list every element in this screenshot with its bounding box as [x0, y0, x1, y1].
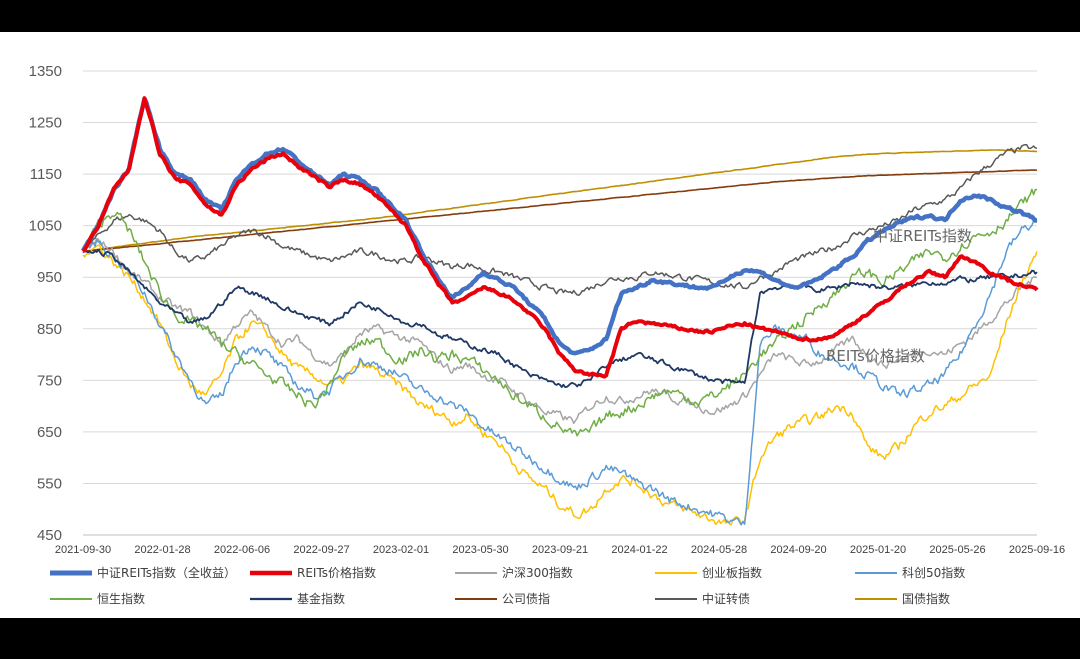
legend-label: 中证转债	[702, 591, 750, 606]
y-tick-label: 1050	[29, 218, 62, 235]
series-line-3	[82, 244, 1038, 526]
x-tick-label: 2021-09-30	[55, 544, 111, 556]
series-line-4	[82, 219, 1038, 526]
y-tick-label: 1150	[30, 166, 62, 183]
series-line-5	[83, 188, 1037, 437]
y-tick-label: 1250	[29, 115, 62, 132]
x-axis-ticks: 2021-09-30 2022-01-28 2022-06-06 2022-09-27…	[55, 544, 1065, 556]
y-tick-label: 750	[37, 372, 62, 389]
x-tick-label: 2024-05-28	[691, 544, 747, 556]
annotation-reits-price: REITs价格指数	[826, 347, 925, 365]
series-line-7	[82, 169, 1038, 253]
x-tick-label: 2025-09-16	[1009, 544, 1065, 556]
line-chart: 450 550 650 750 850 950 1050 1150 1250 1350 2021-…	[29, 63, 1066, 606]
y-tick-label: 450	[37, 527, 62, 544]
series-line-2	[82, 238, 1037, 425]
legend-label: 公司债指	[502, 591, 550, 606]
series-lines	[81, 96, 1039, 526]
x-tick-label: 2022-09-27	[293, 544, 349, 556]
x-tick-label: 2022-01-28	[134, 544, 190, 556]
series-line-0	[81, 96, 1038, 356]
chart-frame: 450 550 650 750 850 950 1050 1150 1250 1350 2021-…	[0, 32, 1080, 618]
legend-label: 科创50指数	[902, 565, 965, 580]
legend-label: 创业板指数	[702, 565, 762, 580]
x-tick-label: 2025-05-26	[929, 544, 985, 556]
legend-label: 中证REITs指数（全收益）	[97, 565, 236, 580]
x-tick-label: 2022-06-06	[214, 544, 270, 556]
annotation-reits-total: 中证REITs指数	[873, 227, 972, 245]
y-tick-label: 550	[37, 475, 62, 492]
x-tick-label: 2024-01-22	[611, 544, 667, 556]
legend-label: 基金指数	[297, 591, 345, 606]
x-tick-label: 2025-01-20	[850, 544, 906, 556]
legend-label: REITs价格指数	[297, 565, 376, 580]
y-tick-label: 850	[37, 321, 62, 338]
x-tick-label: 2023-05-30	[452, 544, 508, 556]
series-line-1	[81, 96, 1039, 379]
x-tick-label: 2023-02-01	[373, 544, 429, 556]
legend-label: 国债指数	[902, 591, 950, 606]
y-tick-label: 650	[37, 424, 62, 441]
x-tick-label: 2024-09-20	[770, 544, 826, 556]
y-tick-label: 1350	[29, 63, 62, 80]
series-line-8	[82, 143, 1038, 297]
legend: 中证REITs指数（全收益） REITs价格指数 沪深300指数 创业板指数 科创50指…	[50, 565, 965, 606]
series-line-6	[82, 248, 1038, 389]
x-tick-label: 2023-09-21	[532, 544, 588, 556]
legend-label: 沪深300指数	[502, 565, 573, 580]
gridlines	[83, 70, 1037, 536]
y-tick-label: 950	[37, 269, 62, 286]
legend-label: 恒生指数	[97, 591, 145, 606]
y-axis-ticks: 450 550 650 750 850 950 1050 1150 1250 1350	[29, 63, 62, 544]
